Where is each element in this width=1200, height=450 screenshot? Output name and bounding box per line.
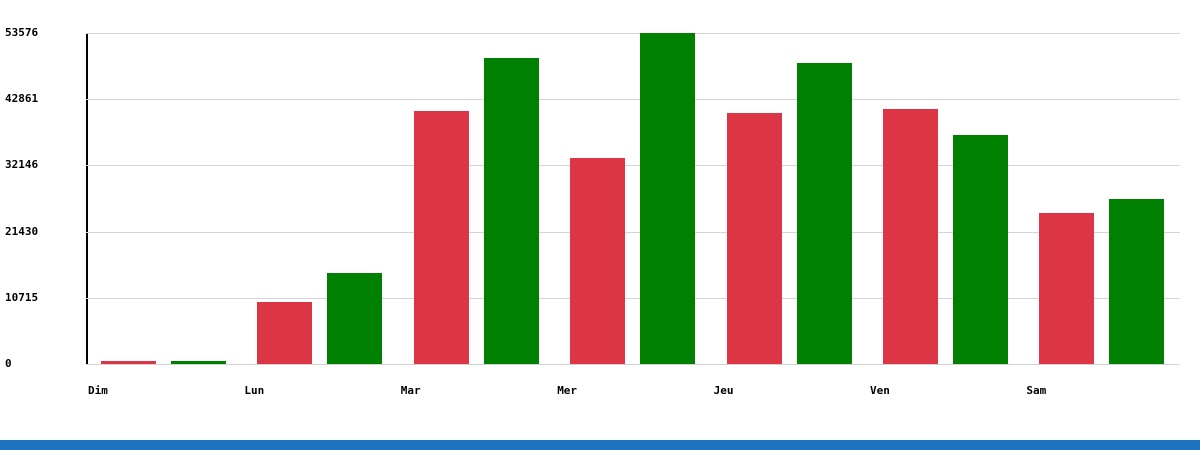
bar-green_series-ven — [953, 135, 1008, 364]
y-tick-label: 21430 — [5, 224, 39, 238]
bar-red_series-jeu — [726, 113, 782, 364]
gridline — [86, 33, 1180, 34]
y-tick-label: 10715 — [5, 290, 39, 304]
bar-group-mer — [570, 33, 696, 364]
bar-red_series-ven — [883, 109, 938, 364]
bar-group-ven — [883, 33, 1008, 364]
x-tick-label-dim: Dim — [88, 384, 108, 397]
x-tick-label-mer: Mer — [557, 384, 578, 397]
bar-red_series-mer — [570, 158, 626, 364]
bar-group-dim — [101, 33, 226, 364]
y-tick-label: 0 — [5, 357, 12, 370]
x-tick-label-jeu: Jeu — [713, 384, 734, 397]
bar-group-mar — [413, 33, 539, 364]
bar-green_series-dim — [171, 361, 226, 364]
gridline — [86, 364, 1180, 365]
bar-green_series-mar — [483, 58, 539, 364]
bar-green_series-mer — [640, 33, 696, 364]
bar-group-lun — [257, 33, 383, 364]
bar-red_series-lun — [257, 302, 313, 364]
bar-red_series-sam — [1039, 212, 1095, 364]
bar-green_series-sam — [1109, 199, 1165, 364]
bar-green_series-lun — [327, 273, 383, 364]
bar-green_series-jeu — [796, 63, 852, 364]
gridline — [86, 165, 1180, 167]
gridline — [86, 99, 1180, 101]
bar-red_series-dim — [101, 360, 156, 364]
y-axis-line — [86, 33, 88, 365]
x-tick-label-mar: Mar — [400, 384, 421, 397]
bottom-accent-bar — [0, 440, 1200, 450]
bar-group-jeu — [726, 33, 852, 364]
bar-group-sam — [1039, 33, 1165, 364]
x-tick-label-ven: Ven — [870, 384, 890, 397]
x-tick-label-lun: Lun — [244, 384, 265, 397]
y-tick-label: 32146 — [5, 158, 39, 172]
y-tick-label: 53576 — [5, 26, 39, 39]
gridline — [86, 297, 1180, 299]
bar-red_series-mar — [413, 111, 469, 364]
y-tick-label: 42861 — [5, 92, 39, 106]
gridline — [86, 231, 1180, 233]
x-tick-label-sam: Sam — [1026, 384, 1047, 397]
